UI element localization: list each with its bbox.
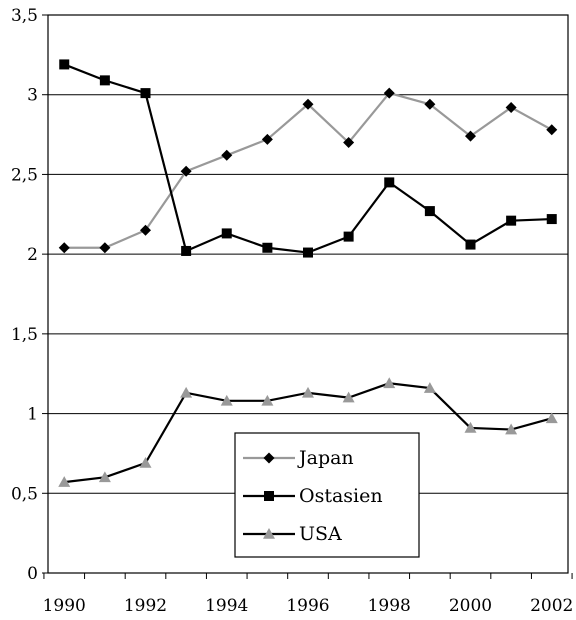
legend: Japan Ostasien USA xyxy=(234,432,420,558)
data-point-ostasien xyxy=(181,245,192,256)
data-point-japan xyxy=(302,98,314,110)
y-tick-label: 3,5 xyxy=(11,6,38,26)
data-point-japan xyxy=(505,101,517,113)
data-point-usa xyxy=(464,421,477,433)
plot-frame xyxy=(47,14,569,574)
series-group xyxy=(58,59,558,487)
data-point-ostasien xyxy=(465,239,476,250)
y-tick-label: 2,5 xyxy=(11,165,38,185)
y-tick-label: 1 xyxy=(27,405,38,425)
data-point-usa xyxy=(58,476,71,487)
data-point-ostasien xyxy=(59,59,70,70)
y-tick-label: 1,5 xyxy=(11,325,38,345)
data-point-usa xyxy=(220,394,233,406)
series-line-ostasien xyxy=(63,63,552,254)
y-tick-label: 2 xyxy=(27,245,38,265)
y-tick-label: 0,5 xyxy=(11,484,38,504)
data-point-japan xyxy=(140,224,151,236)
data-point-japan xyxy=(58,242,70,254)
data-point-japan xyxy=(180,165,192,177)
data-point-japan xyxy=(99,242,111,254)
legend-label-usa: USA xyxy=(299,523,342,545)
data-point-ostasien xyxy=(343,231,354,242)
data-point-japan xyxy=(546,124,558,136)
data-point-usa xyxy=(261,394,274,406)
data-point-usa xyxy=(545,412,558,424)
data-point-usa xyxy=(505,423,518,435)
data-point-ostasien xyxy=(424,206,435,217)
legend-marker-ostasien xyxy=(264,491,274,501)
data-point-japan xyxy=(221,149,233,161)
data-point-ostasien xyxy=(262,242,273,253)
data-point-usa xyxy=(98,471,111,483)
data-point-usa xyxy=(423,382,436,393)
data-point-ostasien xyxy=(506,215,517,226)
x-tick-label: 1992 xyxy=(124,596,167,615)
data-point-ostasien xyxy=(99,75,110,86)
legend-item-japan: Japan xyxy=(243,447,354,469)
data-point-usa xyxy=(139,456,152,468)
data-point-usa xyxy=(180,386,193,398)
data-point-ostasien xyxy=(140,88,151,99)
legend-item-ostasien: Ostasien xyxy=(243,485,383,507)
series-usa xyxy=(58,377,558,487)
data-point-usa xyxy=(342,391,355,403)
legend-marker-usa xyxy=(263,528,275,539)
data-point-japan xyxy=(383,87,395,99)
series-japan xyxy=(58,87,558,254)
data-point-japan xyxy=(261,133,273,145)
y-tick-label: 3 xyxy=(27,86,38,106)
x-tick-label: 1994 xyxy=(205,596,248,615)
x-tick-label: 1998 xyxy=(368,596,411,615)
data-point-ostasien xyxy=(546,214,557,225)
legend-item-usa: USA xyxy=(243,523,342,545)
legend-marker-japan xyxy=(263,452,275,464)
data-point-ostasien xyxy=(303,247,313,258)
legend-label-ostasien: Ostasien xyxy=(299,485,383,507)
series-ostasien xyxy=(59,59,557,258)
data-point-usa xyxy=(383,377,396,389)
x-tick-label: 2000 xyxy=(449,596,492,615)
data-point-japan xyxy=(343,137,355,149)
x-tick-label: 1996 xyxy=(286,596,329,615)
series-line-japan xyxy=(64,91,553,249)
x-tick-label: 2002 xyxy=(530,596,573,615)
data-point-ostasien xyxy=(384,177,395,188)
legend-label-japan: Japan xyxy=(297,447,354,469)
data-point-usa xyxy=(302,386,314,398)
data-point-ostasien xyxy=(221,228,232,239)
x-tick-label: 1990 xyxy=(43,596,86,615)
axes: 0 0,5 1 1,5 2 2,5 3 3,5 1990 1992 1994 1996 1998 2000… xyxy=(11,6,573,616)
data-point-japan xyxy=(465,130,476,142)
y-tick-label: 0 xyxy=(27,564,38,584)
data-point-japan xyxy=(424,98,436,110)
